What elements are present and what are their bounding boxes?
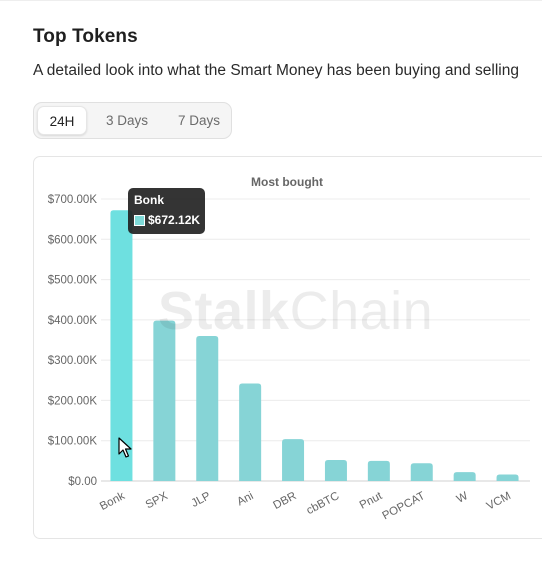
x-tick-label: POPCAT [381,490,428,522]
y-tick-label: $400.00K [48,315,98,327]
section-title: Top Tokens [33,26,138,47]
top-divider [0,0,542,1]
x-tick-label: VCM [485,490,513,513]
y-tick-label: $0.00 [68,476,97,488]
y-tick-label: $200.00K [48,395,98,407]
bar-pnut [367,460,390,481]
x-tick-label: Ani [235,490,255,508]
x-tick-label: JLP [190,490,213,510]
x-tick-label: SPX [144,490,170,512]
y-tick-label: $500.00K [48,275,98,287]
time-range-tabs: 24H 3 Days 7 Days [33,102,232,139]
y-tick-label: $100.00K [48,436,98,448]
x-tick-label: W [455,490,470,506]
bar-spx [153,320,176,481]
tab-7-days[interactable]: 7 Days [177,113,221,128]
bar-vcm [496,474,519,481]
y-tick-label: $700.00K [48,194,98,206]
chart-tooltip: Bonk $672.12K [128,188,205,234]
tooltip-value: $672.12K [148,213,201,227]
x-tick-label: Pnut [358,490,385,512]
tab-24h[interactable]: 24H [37,106,87,135]
x-tick-label: cbBTC [305,490,342,517]
x-tick-label: DBR [271,490,298,512]
bar-bonk [110,210,133,481]
mouse-cursor-icon [118,437,132,458]
y-tick-label: $600.00K [48,234,98,246]
bar-ani [239,383,262,481]
bar-popcat [410,463,433,481]
bar-cbbtc [324,460,347,481]
x-tick-label: Bonk [98,490,127,513]
y-tick-label: $300.00K [48,355,98,367]
watermark-bold: Stalk [158,281,290,341]
chart-title: Most bought [251,175,323,189]
tooltip-swatch [134,215,145,226]
bar-jlp [196,335,219,481]
bar-w [453,472,476,481]
watermark-logo: StalkChain [158,280,433,342]
bar-dbr [282,439,305,481]
watermark-light: Chain [289,281,434,341]
tab-3-days[interactable]: 3 Days [105,113,149,128]
section-subtitle: A detailed look into what the Smart Mone… [33,62,519,79]
tooltip-title: Bonk [134,193,164,207]
